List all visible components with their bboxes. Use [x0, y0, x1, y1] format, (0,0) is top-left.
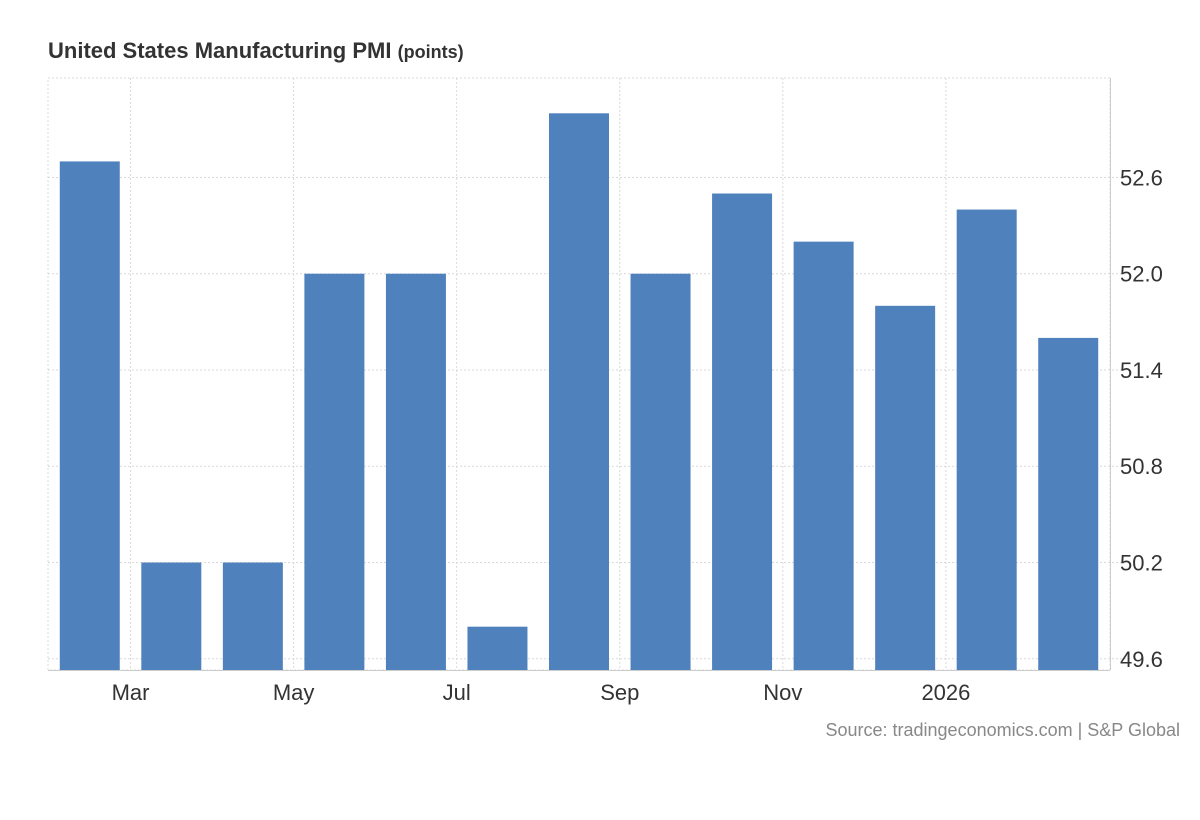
y-tick-label: 50.8	[1120, 454, 1163, 479]
y-tick-label: 51.4	[1120, 358, 1163, 383]
bar-chart: 49.6 50.2 50.8 51.4 52.0 52.6 Mar May Jul Sep Nov 2…	[47, 77, 1163, 705]
bar	[385, 273, 446, 670]
x-tick-label: May	[273, 680, 315, 705]
bar	[59, 161, 120, 670]
y-tick-label: 50.2	[1120, 551, 1163, 576]
bar	[875, 305, 936, 670]
chart-title-unit: (points)	[397, 42, 464, 62]
chart-title: United States Manufacturing PMI (points)	[48, 38, 464, 64]
x-tick-label: Mar	[112, 680, 150, 705]
chart-title-text: United States Manufacturing PMI	[48, 38, 392, 63]
bar	[467, 626, 528, 670]
bar	[222, 562, 283, 670]
bar	[141, 562, 202, 670]
bar	[793, 241, 854, 670]
y-tick-label: 52.6	[1120, 165, 1163, 190]
bar	[630, 273, 691, 670]
x-tick-label: 2026	[921, 680, 970, 705]
bar	[956, 209, 1017, 671]
axes	[48, 78, 1111, 671]
bar	[712, 193, 773, 670]
x-tick-label: Jul	[443, 680, 471, 705]
source-credit: Source: tradingeconomics.com | S&P Globa…	[825, 720, 1180, 740]
x-tick-label: Sep	[600, 680, 639, 705]
y-tick-label: 49.6	[1120, 647, 1163, 672]
bar	[549, 113, 609, 670]
bar	[1038, 337, 1099, 670]
bars	[59, 113, 1099, 671]
x-tick-label: Nov	[763, 680, 802, 705]
tick-labels: 49.6 50.2 50.8 51.4 52.0 52.6 Mar May Jul Sep Nov 2…	[112, 165, 1163, 705]
bar	[304, 273, 365, 670]
y-tick-label: 52.0	[1120, 262, 1163, 287]
